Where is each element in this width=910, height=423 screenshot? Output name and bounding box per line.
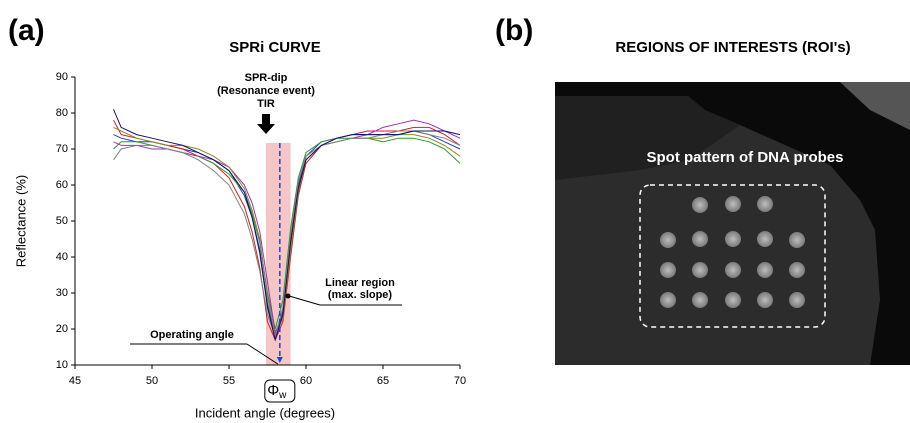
x-axis-label: Incident angle (degrees) xyxy=(195,405,335,420)
series-line xyxy=(113,119,461,342)
y-tick-label: 70 xyxy=(56,143,68,155)
leader xyxy=(246,343,279,365)
series-line xyxy=(113,109,461,342)
annotation: Operating angle xyxy=(150,329,234,341)
pointer-dot xyxy=(285,293,291,299)
x-tick-label: 65 xyxy=(377,375,389,387)
annotation: TIR xyxy=(257,98,275,110)
leader xyxy=(288,295,321,306)
y-tick-label: 80 xyxy=(56,107,68,119)
caption: Spot pattern of DNA probes xyxy=(647,149,844,166)
panel-title: REGIONS OF INTERESTS (ROI's) xyxy=(615,39,850,56)
symbol-box xyxy=(264,379,296,403)
panel-label: (b) xyxy=(495,14,533,47)
y-tick-label: 60 xyxy=(56,179,68,191)
panel-label: (a) xyxy=(8,14,45,47)
symbol-main: Φ xyxy=(267,382,279,399)
x-tick-label: 70 xyxy=(454,375,466,387)
x-tick-label: 45 xyxy=(69,375,81,387)
arrowhead xyxy=(276,357,283,363)
annotation: Linear region xyxy=(325,277,395,289)
x-tick-label: 50 xyxy=(146,375,158,387)
y-tick-label: 50 xyxy=(56,215,68,227)
y-tick-label: 10 xyxy=(56,359,68,371)
symbol: Φw xyxy=(267,382,287,401)
y-axis-label: Reflectance (%) xyxy=(13,175,28,267)
micrograph: Spot pattern of DNA probes xyxy=(555,82,910,365)
annotation: (max. slope) xyxy=(328,289,393,301)
x-tick-label: 55 xyxy=(223,375,235,387)
arrow xyxy=(257,114,275,134)
y-tick-label: 40 xyxy=(56,251,68,263)
y-tick-label: 20 xyxy=(56,323,68,335)
series-line xyxy=(113,130,461,338)
annotation: (Resonance event) xyxy=(217,85,315,97)
annotation: SPR-dip xyxy=(245,72,288,84)
y-tick-label: 30 xyxy=(56,287,68,299)
symbol-sub: w xyxy=(278,390,287,401)
chart-title: SPRi CURVE xyxy=(229,39,320,56)
x-tick-label: 60 xyxy=(300,375,312,387)
y-tick-label: 90 xyxy=(56,71,68,83)
